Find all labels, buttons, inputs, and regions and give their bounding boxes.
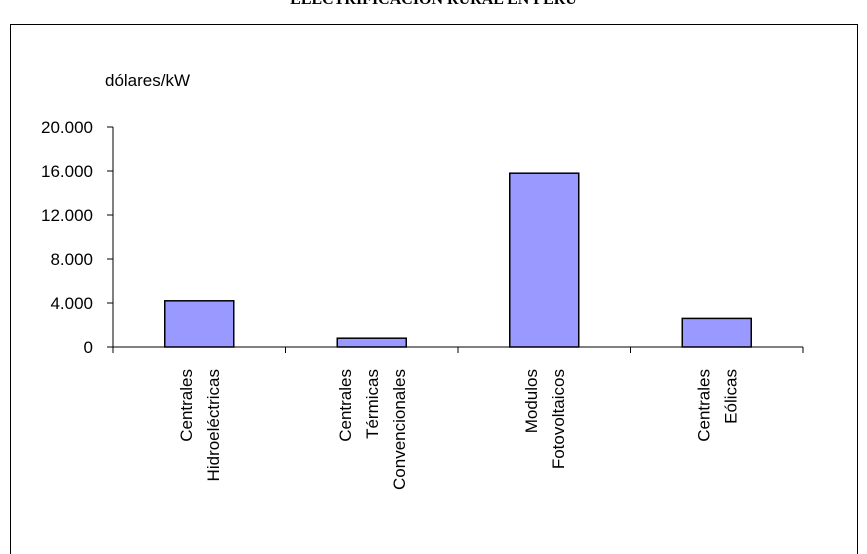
x-axis [112,346,804,353]
y-tick-label: 12.000 [41,206,93,225]
y-axis: 0 4.000 8.000 12.000 16.000 20.000 [41,118,114,357]
bar [164,300,235,348]
x-tick-label: Centrales [336,369,355,442]
x-tick-label: Hidroeléctricas [204,369,223,481]
y-tick-label: 16.000 [41,162,93,181]
y-tick-label: 4.000 [50,294,93,313]
bar [336,337,407,348]
y-axis-label: dólares/kW [105,71,190,90]
y-tick-label: 20.000 [41,118,93,137]
x-tick-label: Modulos [522,369,541,433]
bar [509,172,580,348]
bar [681,317,752,348]
x-tick-label: Centrales [694,369,713,442]
x-tick-label: Térmicas [363,369,382,439]
chart-frame [10,24,858,554]
x-tick-label: Convencionales [390,369,409,490]
chart-title: ELECTRIFICACIÓN RURAL EN PERÚ [0,0,867,9]
y-tick-label: 0 [84,338,93,357]
x-tick-labels: Centrales Hidroeléctricas Centrales Térmica… [177,369,741,490]
bars [164,172,752,348]
x-tick-label: Eólicas [721,369,740,424]
y-tick-label: 8.000 [50,250,93,269]
x-tick-label: Fotovoltaicos [549,369,568,469]
x-tick-label: Centrales [177,369,196,442]
